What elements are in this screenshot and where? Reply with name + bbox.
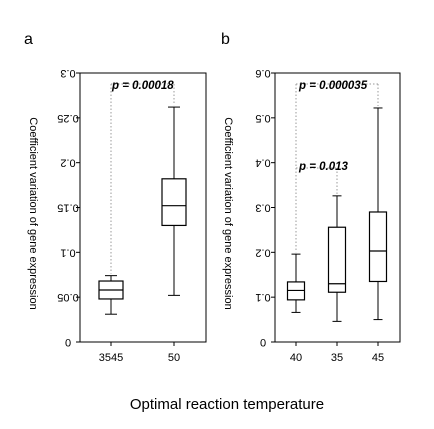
y-tick-label: 0.6 [255, 67, 270, 79]
y-tick-label: 0.3 [255, 202, 270, 214]
y-tick-label: 0.5 [255, 112, 270, 124]
x-tick-label: 35 [331, 352, 343, 364]
x-tick-label: 45 [372, 352, 384, 364]
p-value-label: p = 0.000035 [298, 80, 368, 92]
y-axis-label: Coefficient variation of gene expression [222, 117, 234, 309]
y-tick-label: 0.15 [57, 202, 78, 214]
x-tick-label: 3545 [99, 352, 123, 364]
x-axis-title: Optimal reaction temperature [130, 396, 324, 413]
y-tick-label: 0.4 [255, 157, 270, 169]
box-35 [327, 195, 347, 322]
box-iqr [161, 178, 187, 227]
y-tick-label: 0.05 [57, 291, 78, 303]
p-value-label: p = 0.013 [298, 161, 349, 173]
box-45 [368, 107, 388, 321]
box-iqr [368, 211, 388, 283]
x-tick-label: 50 [168, 352, 180, 364]
box-50 [161, 106, 187, 296]
panel-label: a [24, 31, 33, 48]
panel-label: b [221, 31, 230, 48]
p-value-annotation: p = 0.013 [295, 161, 349, 253]
panel-b: b 0 0.1 0.2 0.3 0.4 0.5 0.6 Coefficient variatio… [221, 31, 401, 364]
x-tick-label: 40 [290, 352, 302, 364]
y-tick-label: 0.2 [255, 246, 270, 258]
y-tick-label: 0.25 [57, 112, 78, 124]
y-tick-label: 0.2 [60, 157, 75, 169]
y-axis-label: Coefficient variation of gene expression [27, 117, 39, 309]
box-iqr [327, 226, 347, 293]
box-40 [286, 253, 306, 313]
y-tick-label: 0 [65, 336, 71, 348]
y-tick-label: 0.3 [60, 67, 75, 79]
y-tick-label: 0 [260, 336, 266, 348]
p-value-label: p = 0.00018 [111, 80, 174, 92]
panel-a: a 0 0.05 0.1 0.15 0.2 0.25 0.3 Coefficient varia… [24, 31, 207, 364]
box-3545 [98, 275, 124, 315]
p-value-annotation: p = 0.00018 [110, 80, 175, 274]
y-tick-label: 0.1 [255, 291, 270, 303]
plot-frame [79, 72, 207, 343]
y-tick-label: 0.1 [60, 246, 75, 258]
